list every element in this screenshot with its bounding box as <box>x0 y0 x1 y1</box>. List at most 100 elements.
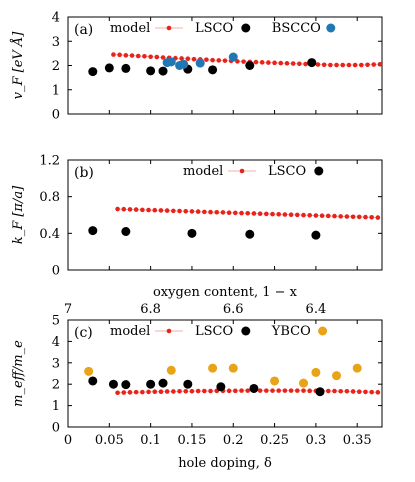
point-model <box>270 211 275 217</box>
panel-c: 0 0.05 0.1 0.15 0.2 0.25 0.3 0.35 0 1 2 3 4 5 m_eff/m_… <box>11 285 383 471</box>
point-model <box>365 62 370 68</box>
point-model <box>328 62 333 68</box>
panel-label: (c) <box>74 325 93 341</box>
point-model <box>148 54 153 60</box>
point-LSCO <box>245 61 255 70</box>
point-model <box>239 388 244 393</box>
x-tick-label: 0.1 <box>140 433 161 448</box>
point-model <box>284 61 290 66</box>
point-model <box>204 57 209 62</box>
y-axis-label: k_F [π/a] <box>11 185 26 244</box>
y-tick-label: 3 <box>52 356 60 371</box>
point-YBCO <box>84 366 94 376</box>
x-tick-label: 0 <box>64 433 72 448</box>
x-tick-label: 0.35 <box>343 433 372 448</box>
y-tick-label: 0 <box>52 421 60 436</box>
point-LSCO <box>307 58 317 68</box>
point-model <box>359 62 364 68</box>
point-model <box>154 54 160 60</box>
point-model <box>350 214 356 220</box>
point-LSCO <box>315 387 325 397</box>
point-model <box>226 210 232 216</box>
legend: model LSCO <box>183 164 324 179</box>
point-model <box>171 208 176 214</box>
y-tick-label: 3 <box>52 35 60 50</box>
x-tick-label: 0.05 <box>95 433 124 448</box>
point-model <box>288 212 294 218</box>
legend-label-BSCCO: BSCCO <box>272 21 321 36</box>
point-model <box>334 62 339 68</box>
point-model <box>177 208 182 214</box>
point-LSCO <box>146 379 156 389</box>
point-model <box>239 210 244 216</box>
panel-label: (b) <box>74 165 94 181</box>
point-model <box>307 388 312 394</box>
point-model <box>282 212 288 217</box>
point-model <box>290 61 296 66</box>
point-model <box>216 58 222 63</box>
point-model <box>133 389 139 395</box>
point-BSCCO <box>166 57 176 67</box>
point-BSCCO <box>228 52 238 62</box>
point-model <box>127 390 133 395</box>
point-model <box>115 390 120 396</box>
point-model <box>363 389 368 395</box>
point-model <box>257 388 263 393</box>
point-model <box>297 61 302 67</box>
point-model <box>321 62 327 68</box>
legend-swatch-model <box>239 168 245 174</box>
point-YBCO <box>166 365 176 375</box>
point-model <box>202 388 207 394</box>
point-model <box>233 388 238 394</box>
point-model <box>375 215 381 220</box>
point-model <box>340 62 346 68</box>
point-LSCO <box>88 376 98 386</box>
point-model <box>332 388 337 394</box>
point-model <box>220 210 226 215</box>
point-model <box>121 390 127 395</box>
y-tick-label: 0.8 <box>39 190 60 205</box>
point-model <box>356 214 362 220</box>
point-model <box>183 388 189 394</box>
point-model <box>319 213 325 219</box>
point-model <box>214 209 220 215</box>
point-model <box>371 62 377 67</box>
top-axis-tick-label: 6.6 <box>223 302 244 317</box>
point-LSCO <box>121 380 131 390</box>
legend-label-model: model <box>110 21 150 36</box>
top-axis-label: oxygen content, 1 − x <box>153 285 298 300</box>
point-model <box>266 60 271 65</box>
panel-a: 0 1 2 3 4 v_F [eV Å] (a) model LSCO BSCCO <box>10 11 383 123</box>
point-model <box>146 389 151 395</box>
point-model <box>233 210 238 216</box>
legend-swatch-LSCO <box>241 23 251 33</box>
point-model <box>377 61 383 67</box>
point-model <box>276 388 282 393</box>
point-YBCO <box>270 376 280 386</box>
point-model <box>251 211 257 216</box>
point-model <box>185 56 191 62</box>
plot-frame <box>67 319 383 428</box>
point-model <box>121 206 127 212</box>
legend: model LSCO BSCCO <box>110 21 336 36</box>
point-LSCO <box>104 63 114 73</box>
point-model <box>226 388 232 394</box>
point-LSCO <box>88 226 98 236</box>
point-model <box>129 53 135 58</box>
y-tick-label: 5 <box>52 314 60 329</box>
point-model <box>133 207 139 212</box>
point-LSCO <box>311 230 321 240</box>
point-model <box>202 209 207 215</box>
point-model <box>245 388 251 393</box>
point-model <box>259 60 265 65</box>
point-model <box>346 62 352 68</box>
point-model <box>307 212 312 218</box>
y-tick-label: 4 <box>52 335 60 350</box>
point-model <box>270 388 275 393</box>
point-model <box>278 60 284 66</box>
point-model <box>282 388 288 393</box>
point-model <box>325 213 331 219</box>
point-model <box>177 388 182 394</box>
point-model <box>117 52 122 58</box>
point-model <box>295 212 300 218</box>
